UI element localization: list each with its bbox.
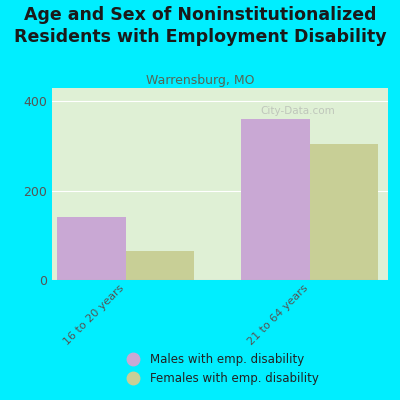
Bar (241, 119, 310, 280)
Text: City-Data.com: City-Data.com (260, 106, 335, 116)
Text: Age and Sex of Noninstitutionalized
Residents with Employment Disability: Age and Sex of Noninstitutionalized Resi… (14, 6, 386, 46)
Text: Warrensburg, MO: Warrensburg, MO (146, 74, 254, 87)
Bar (126, 251, 194, 280)
Legend: Males with emp. disability, Females with emp. disability: Males with emp. disability, Females with… (116, 349, 324, 390)
Bar (57, 218, 126, 280)
Bar (310, 144, 378, 280)
